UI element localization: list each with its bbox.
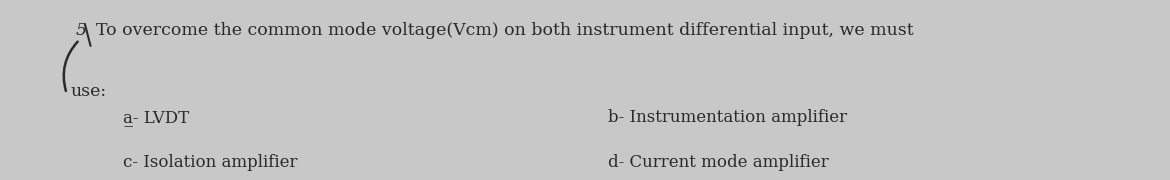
Text: 5: 5 bbox=[76, 22, 87, 39]
Text: To overcome the common mode voltage(Vcm) on both instrument differential input, : To overcome the common mode voltage(Vcm)… bbox=[96, 22, 914, 39]
Text: d- Current mode amplifier: d- Current mode amplifier bbox=[608, 154, 830, 171]
Text: c- Isolation amplifier: c- Isolation amplifier bbox=[123, 154, 297, 171]
Text: b- Instrumentation amplifier: b- Instrumentation amplifier bbox=[608, 109, 847, 126]
Text: use:: use: bbox=[70, 83, 106, 100]
Text: a̲- LVDT: a̲- LVDT bbox=[123, 109, 190, 126]
